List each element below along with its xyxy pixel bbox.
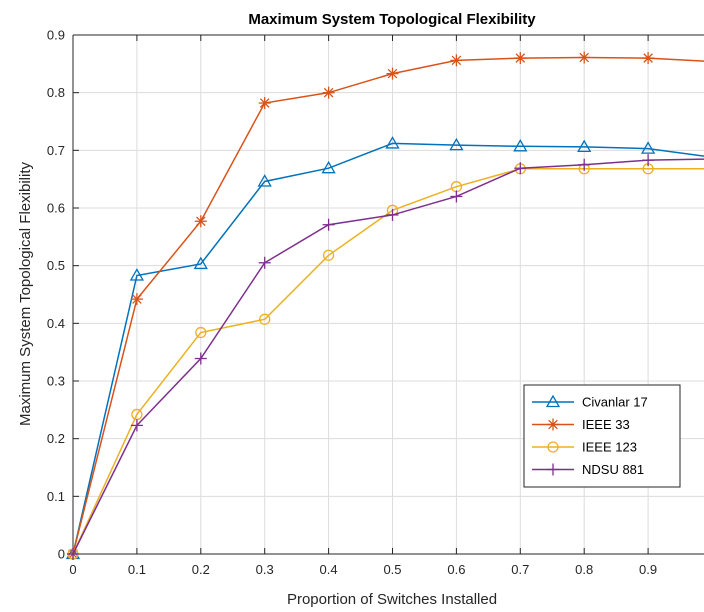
plus-marker [258, 256, 271, 269]
asterisk-marker [130, 293, 143, 306]
circle-marker [547, 441, 559, 453]
y-tick-label: 0.4 [47, 316, 65, 331]
plus-marker [67, 548, 79, 560]
circle-marker [195, 326, 207, 339]
legend-label: IEEE 33 [582, 417, 630, 432]
plus-marker [322, 218, 335, 231]
legend-label: Civanlar 17 [582, 395, 648, 410]
series-civanlar-17 [65, 136, 704, 560]
triangle-marker [449, 137, 464, 151]
circle-marker [322, 249, 335, 261]
plus-marker [642, 154, 655, 167]
series-ndsu-881 [67, 154, 704, 560]
legend-label: NDSU 881 [582, 462, 644, 477]
x-tick-label: 0.5 [383, 562, 401, 577]
y-tick-label: 0.6 [47, 201, 65, 216]
plus-marker [130, 419, 143, 432]
y-tick-label: 0.1 [47, 489, 65, 504]
legend: Civanlar 17 IEEE 33 IEEE 123 NDSU 881 [523, 384, 681, 488]
x-tick-label: 0.6 [447, 562, 465, 577]
triangle-marker [193, 256, 208, 270]
y-tick-label: 0.5 [47, 258, 65, 273]
series-line [72, 142, 704, 555]
legend-item: IEEE 33 [532, 417, 630, 432]
x-tick-label: 0.3 [256, 562, 274, 577]
triangle-marker [257, 174, 272, 187]
axes-layer: 0 0.1 0.2 0.3 0.4 0.5 0.6 0.7 0.8 0.9 0 0.1 0.2 0.3 0.… [47, 28, 704, 577]
plus-marker [386, 208, 399, 221]
plus-marker [547, 463, 559, 476]
asterisk-marker [386, 67, 399, 80]
triangle-marker [385, 136, 400, 149]
y-tick-label: 0.7 [47, 143, 65, 158]
plus-marker [194, 352, 207, 365]
x-tick-label: 0.1 [128, 562, 146, 577]
triangle-marker [545, 394, 561, 408]
asterisk-marker [450, 54, 463, 67]
x-tick-label: 0.7 [511, 562, 529, 577]
circle-marker [259, 313, 271, 325]
triangle-marker [321, 160, 336, 174]
x-tick-label: 0.9 [639, 562, 657, 577]
series-layer [65, 51, 704, 560]
x-tick-label: 0.4 [320, 562, 338, 577]
asterisk-marker [578, 51, 591, 64]
y-axis-label: Maximum System Topological Flexibility [17, 162, 34, 426]
plus-marker [578, 158, 591, 171]
y-tick-label: 0 [58, 547, 65, 562]
asterisk-marker [642, 52, 655, 65]
triangle-marker [513, 138, 528, 152]
plus-marker [514, 162, 527, 175]
triangle-marker [640, 141, 656, 154]
asterisk-marker [258, 97, 271, 110]
x-axis-label: Proportion of Switches Installed [287, 591, 497, 608]
legend-item: Civanlar 17 [532, 395, 648, 410]
asterisk-marker [514, 52, 527, 65]
asterisk-marker [322, 86, 335, 99]
y-tick-label: 0.3 [47, 374, 65, 389]
triangle-marker [129, 268, 145, 281]
asterisk-marker [194, 215, 207, 228]
legend-item: IEEE 123 [532, 440, 637, 455]
chart-title: Maximum System Topological Flexibility [248, 11, 536, 28]
asterisk-marker [547, 418, 559, 431]
x-tick-label: 0.8 [575, 562, 593, 577]
y-tick-label: 0.9 [47, 28, 65, 43]
triangle-marker [577, 139, 592, 153]
y-tick-label: 0.8 [47, 85, 65, 100]
plus-marker [450, 190, 463, 203]
legend-label: IEEE 123 [582, 440, 637, 455]
x-tick-label: 0 [69, 562, 76, 577]
y-tick-label: 0.2 [47, 431, 65, 446]
legend-item: NDSU 881 [532, 462, 644, 477]
x-tick-label: 0.2 [192, 562, 210, 577]
